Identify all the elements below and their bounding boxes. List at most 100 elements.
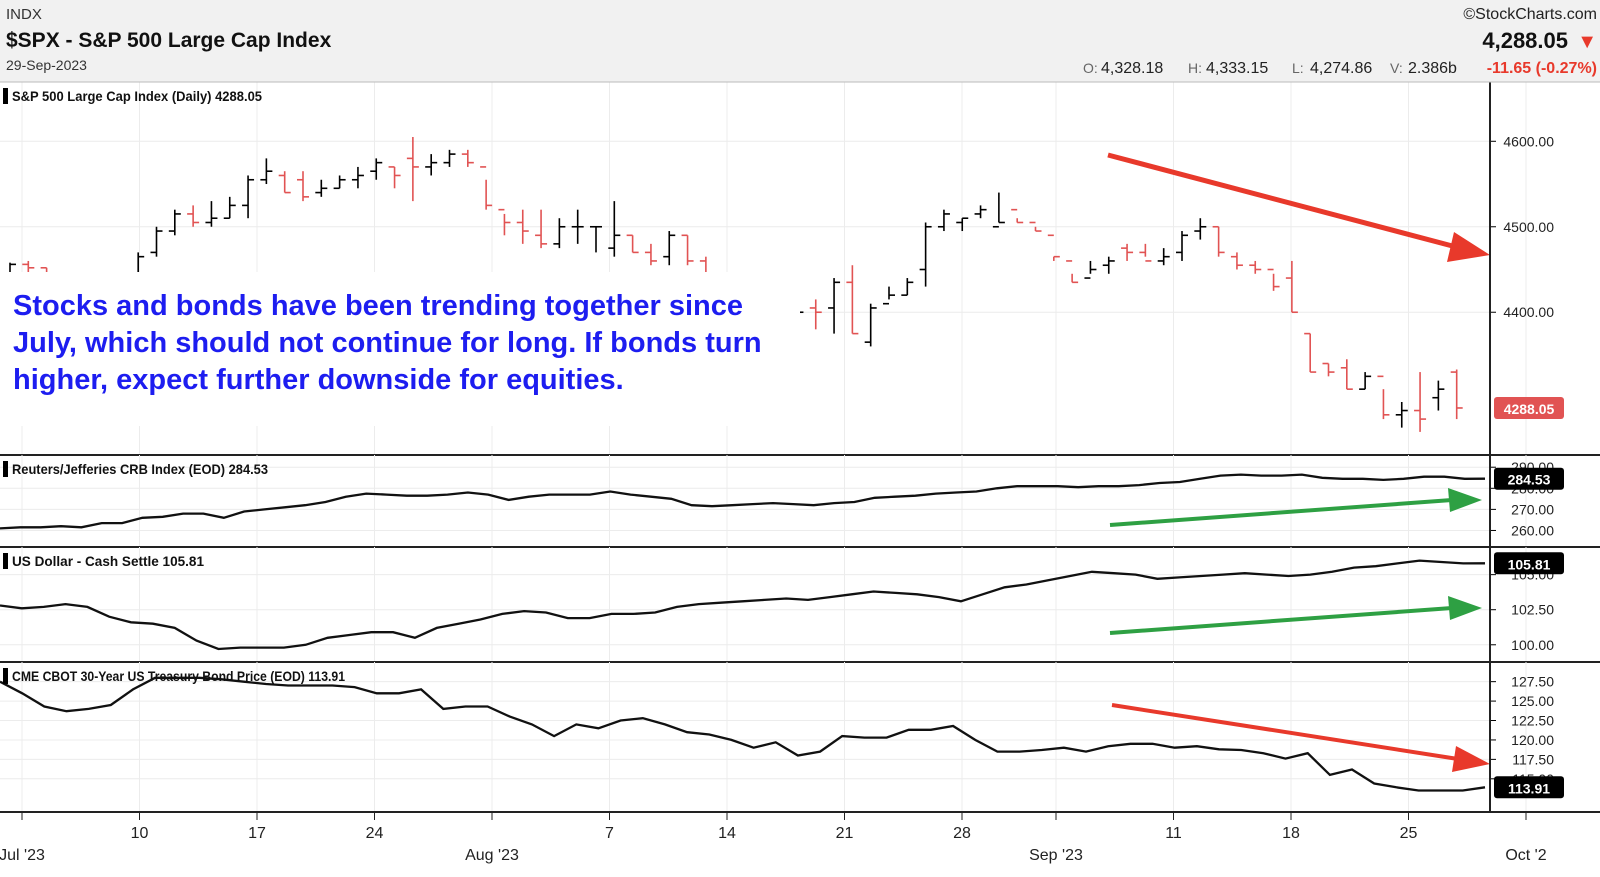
ohlc-bar: [1230, 252, 1243, 270]
last-value-label: 4288.05: [1504, 401, 1555, 417]
ohlc-bar: [1212, 225, 1225, 257]
ohlc-bar: [425, 154, 438, 176]
ohlc-bar: [1285, 260, 1298, 314]
ohlc-bar: [297, 171, 309, 202]
series-line: [0, 473, 1486, 530]
pane-legend: US Dollar - Cash Settle 105.81: [3, 553, 204, 569]
ohlc-bar: [150, 226, 163, 257]
header-background: [0, 0, 1600, 82]
x-tick-label: 17: [248, 825, 266, 842]
ohlc-value: 4,328.18: [1101, 60, 1163, 77]
ohlc-bar: [1414, 372, 1427, 432]
ohlc-bar: [406, 137, 419, 202]
y-tick-label: 260.00: [1511, 522, 1554, 538]
ohlc-bar: [1066, 260, 1079, 284]
pane-legend: Reuters/Jefferies CRB Index (EOD) 284.53: [3, 461, 268, 477]
ohlc-bar: [608, 201, 621, 257]
exchange-label: INDX: [6, 6, 42, 23]
ohlc-bar: [516, 209, 529, 244]
plot-background: [0, 82, 1490, 812]
trend-arrow-line: [1107, 152, 1461, 251]
trend-arrow-head: [1448, 488, 1482, 512]
y-tick-label: 4500.00: [1503, 219, 1554, 235]
ohlc-bar: [681, 234, 694, 266]
ohlc-bar: [590, 225, 602, 253]
series-line: [0, 559, 1486, 651]
ohlc-bar: [333, 175, 346, 190]
ohlc-bar: [1029, 221, 1042, 232]
last-value-label: 113.91: [1508, 780, 1550, 796]
last-price: 4,288.05: [1482, 28, 1568, 53]
annotation-text: Stocks and bonds have been trending toge…: [0, 272, 800, 426]
last-value-tag: [1494, 467, 1564, 490]
last-value-label: 105.81: [1508, 556, 1551, 572]
ohlc-bar: [809, 299, 822, 330]
stockcharts-brand[interactable]: ©StockCharts.com: [1463, 6, 1597, 23]
trend-arrow-head: [1452, 746, 1490, 772]
ohlc-bar: [1176, 231, 1188, 261]
ohlc-bar: [1267, 268, 1280, 291]
ohlc-bar: [1340, 359, 1353, 390]
price-change: -11.65 (-0.27%): [1487, 60, 1597, 77]
ohlc-bar: [388, 166, 401, 189]
legend-label: CME CBOT 30-Year US Treasury Bond Price …: [12, 668, 345, 684]
ohlc-bar: [168, 209, 181, 236]
legend-swatch: [3, 668, 8, 684]
ohlc-bar: [278, 171, 291, 194]
quote-date: 29-Sep-2023: [6, 57, 87, 73]
y-tick-label: 4600.00: [1503, 133, 1554, 149]
x-tick-label: Oct '2: [1505, 847, 1546, 864]
ohlc-bar: [901, 278, 914, 296]
x-tick-label: 21: [836, 825, 854, 842]
ohlc-bar: [1139, 243, 1152, 262]
ohlc-bar: [1322, 362, 1335, 377]
legend-swatch: [3, 88, 8, 104]
ohlc-bar: [1047, 234, 1060, 261]
pane-3: 115.00117.50120.00122.50125.00127.50113.…: [0, 662, 1600, 813]
ohlc-bar: [1157, 248, 1170, 266]
pane-legend: CME CBOT 30-Year US Treasury Bond Price …: [3, 668, 345, 684]
ohlc-bar: [974, 205, 987, 219]
ohlc-bar: [1304, 332, 1317, 373]
ohlc-bar: [626, 234, 639, 254]
down-arrow-icon: ▼: [1577, 31, 1597, 53]
ohlc-bar: [1011, 208, 1024, 224]
x-tick-label: 25: [1400, 825, 1418, 842]
y-tick-label: 102.50: [1511, 602, 1554, 618]
ohlc-bar: [919, 222, 932, 287]
last-value-tag: [1494, 396, 1564, 419]
ohlc-bar: [535, 209, 548, 249]
x-tick-label: Sep '23: [1029, 847, 1083, 864]
last-value-tag: [1494, 552, 1564, 575]
ohlc-bar: [187, 205, 200, 227]
ohlc-bar: [1432, 380, 1445, 411]
ohlc-value: 2.386b: [1408, 60, 1457, 77]
ohlc-bar: [351, 166, 364, 189]
ohlc-bar: [571, 209, 584, 244]
ohlc-bar: [956, 217, 969, 232]
trend-arrow-line: [1111, 703, 1459, 761]
x-tick-label: Aug '23: [465, 847, 519, 864]
ohlc-key: H:: [1188, 60, 1202, 76]
ohlc-bar: [370, 158, 383, 180]
y-tick-label: 117.50: [1512, 751, 1554, 767]
ohlc-bar: [846, 265, 859, 335]
symbol-title: $SPX - S&P 500 Large Cap Index: [6, 29, 332, 52]
ohlc-bar: [992, 192, 1005, 228]
plot-area: 4400.00 4500.00 4600.00 4288.05 S&P 500 Larg…: [0, 81, 1600, 877]
last-value-tag: [1494, 776, 1564, 799]
ohlc-bar: [480, 166, 493, 210]
ohlc-bar: [1194, 218, 1207, 240]
ohlc-bar: [1377, 375, 1390, 420]
legend-label: Reuters/Jefferies CRB Index (EOD) 284.53: [12, 461, 268, 477]
y-tick-label: 122.50: [1511, 713, 1554, 729]
trend-arrow-head: [1448, 596, 1482, 620]
ohlc-key: O:: [1083, 60, 1098, 76]
ohlc-bar: [223, 196, 236, 220]
ohlc-bar: [1249, 260, 1262, 274]
x-tick-label: 7: [605, 825, 614, 842]
last-value-label: 284.53: [1508, 472, 1551, 488]
legend-label: S&P 500 Large Cap Index (Daily) 4288.05: [12, 88, 262, 104]
y-tick-label: 270.00: [1511, 501, 1554, 517]
